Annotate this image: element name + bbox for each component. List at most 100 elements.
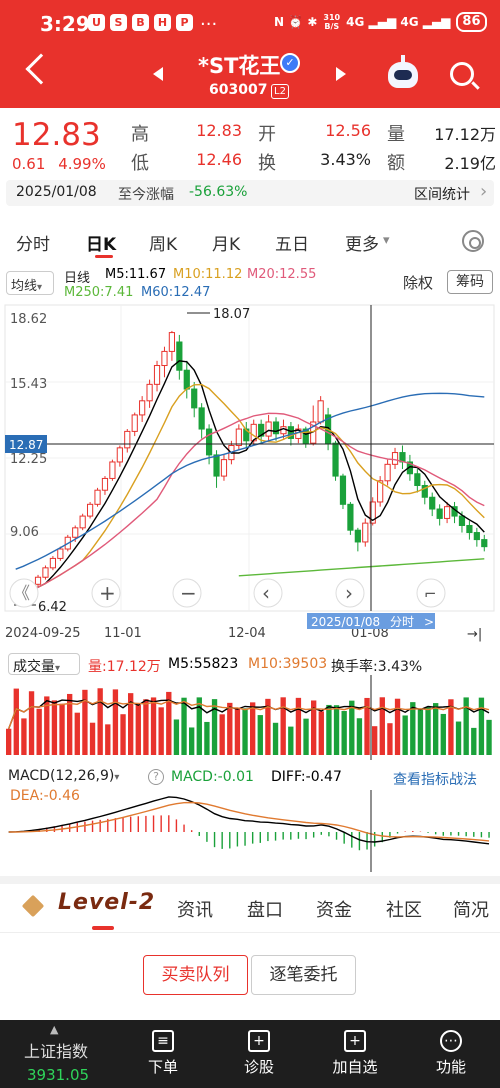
volume-bar	[394, 698, 401, 755]
back-icon[interactable]	[25, 53, 57, 85]
bid-ask-queue-button[interactable]: 买卖队列	[143, 955, 248, 995]
macd-bar	[427, 832, 429, 833]
volume-bar	[120, 714, 126, 755]
add-watchlist-button[interactable]: 加自选	[332, 1058, 378, 1076]
macd-bar	[320, 832, 322, 835]
macd-chart[interactable]	[0, 790, 500, 872]
candle-body	[280, 426, 287, 435]
volume-bar	[44, 696, 50, 755]
index-name[interactable]: 上证指数	[24, 1042, 89, 1061]
period-label: 日线	[64, 271, 91, 286]
change-percent: 4.99%	[58, 155, 106, 173]
volume-bar	[410, 702, 416, 755]
high-marker: 18.07	[213, 307, 250, 322]
macd-bar	[236, 832, 239, 847]
kline-chart[interactable]: 18.62 15.43 12.25 9.06 12.87 18.07 6.42 …	[0, 300, 500, 645]
x-tick-label: 2024-09-25	[5, 626, 81, 641]
zoom-out-button[interactable]: −	[172, 578, 202, 608]
macd-bar	[480, 832, 483, 838]
tab-monthly-k[interactable]: 月K	[212, 235, 241, 255]
divider	[0, 932, 500, 933]
prev-page-button[interactable]: 《	[9, 578, 39, 608]
tab-weekly-k[interactable]: 周K	[149, 235, 178, 255]
ma-lines	[15, 360, 485, 597]
volume-bar	[356, 718, 363, 755]
macd-bar	[305, 832, 307, 840]
tab-level2[interactable]: Level-2	[58, 890, 156, 915]
ma-selector-label: 均线	[11, 279, 38, 294]
volume-bar	[311, 700, 317, 755]
stock-name: *ST花王	[198, 54, 281, 78]
macd-bar	[46, 827, 48, 832]
level2-badge: L2	[271, 84, 289, 99]
app-notification-icon: P	[176, 14, 193, 31]
interval-stats-link[interactable]: 区间统计	[414, 187, 470, 203]
strategy-link[interactable]: 查看指标战法	[393, 772, 477, 788]
candle-body	[205, 428, 213, 456]
low-value: 12.46	[196, 150, 242, 169]
help-icon[interactable]: ?	[148, 769, 164, 785]
candle-body	[377, 480, 384, 503]
chevron-left-icon: ‹	[262, 581, 270, 605]
volume-bar	[433, 703, 439, 755]
macd-bar	[282, 832, 284, 840]
macd-bar	[434, 832, 437, 835]
candle-body	[414, 473, 421, 486]
period-tabs: 分时 日K 周K 月K 五日 更多 ▾	[0, 225, 500, 259]
scroll-left-button[interactable]: ‹	[253, 578, 283, 608]
candle-body	[94, 489, 101, 505]
volume-bar	[173, 719, 180, 755]
high-value: 12.83	[196, 121, 242, 140]
functions-button[interactable]: 功能	[435, 1058, 466, 1076]
tab-community[interactable]: 社区	[386, 900, 422, 921]
diagnose-button[interactable]: 诊股	[243, 1058, 274, 1076]
macd-bar	[206, 832, 208, 842]
tab-daily-k[interactable]: 日K	[86, 235, 117, 255]
volume-bar	[59, 703, 65, 755]
gear-icon[interactable]	[462, 230, 484, 252]
volume-indicator-selector[interactable]: 成交量▾	[8, 653, 80, 675]
tab-order-book[interactable]: 盘口	[247, 900, 283, 921]
candle-body	[183, 369, 190, 390]
diff-value: DIFF:-0.47	[271, 769, 342, 785]
next-stock-icon[interactable]	[336, 67, 346, 81]
zoom-in-button[interactable]: +	[91, 578, 121, 608]
search-icon[interactable]	[450, 62, 474, 86]
network-speed: 310 B/S	[323, 13, 340, 31]
ai-assistant-icon[interactable]	[388, 55, 418, 88]
chevron-down-icon: ▾	[37, 282, 43, 293]
tab-news[interactable]: 资讯	[177, 900, 213, 921]
volume-bar	[303, 718, 309, 755]
macd-bar	[381, 832, 383, 843]
tab-capital[interactable]: 资金	[316, 900, 352, 921]
prev-stock-icon[interactable]	[153, 67, 163, 81]
chips-button[interactable]: 筹码	[447, 270, 493, 294]
tab-more[interactable]: 更多	[345, 235, 379, 255]
current-price: 12.83	[12, 117, 101, 153]
high-label: 高	[131, 124, 149, 145]
volume-m10-line	[8, 699, 490, 730]
macd-selector[interactable]: MACD(12,26,9)▾	[8, 768, 146, 788]
x-tick-label: 12-04	[228, 626, 266, 641]
low-label: 低	[131, 153, 149, 174]
candle-body	[443, 506, 451, 519]
volume-bar	[166, 691, 172, 755]
ex-rights-button[interactable]: 除权	[403, 274, 434, 292]
fullscreen-button[interactable]: ⌐	[416, 578, 446, 608]
ma10-line	[15, 383, 485, 597]
ma60-value: M60:12.47	[141, 285, 211, 300]
ma-selector[interactable]: 均线▾	[6, 271, 54, 295]
tick-orders-button[interactable]: 逐笔委托	[251, 955, 356, 995]
ma20-line	[15, 412, 485, 597]
double-chevron-left-icon: 《	[13, 584, 30, 604]
volume-chart[interactable]	[0, 675, 500, 760]
tab-profile[interactable]: 简况	[453, 900, 489, 921]
tab-five-day[interactable]: 五日	[275, 235, 309, 255]
turnover-rate: 换手率:3.43%	[331, 659, 423, 675]
scroll-right-button[interactable]: ›	[335, 578, 365, 608]
candle-body	[421, 484, 428, 498]
order-button[interactable]: 下单	[147, 1058, 178, 1076]
tab-intraday[interactable]: 分时	[16, 235, 50, 255]
macd-bar	[221, 832, 223, 849]
